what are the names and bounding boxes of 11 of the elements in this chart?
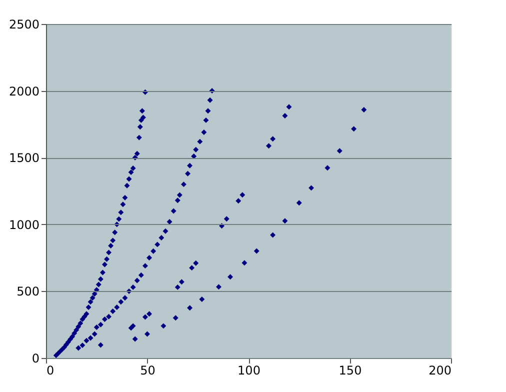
y-tick-label: 1000 <box>8 218 40 232</box>
x-tick-label: 50 <box>140 364 156 378</box>
y-tick-label: 1500 <box>8 151 40 166</box>
y-tick-label: 500 <box>16 284 40 299</box>
y-tick-label: 0 <box>32 352 40 366</box>
y-tick-label: 2000 <box>8 84 40 98</box>
x-tick-label: 150 <box>338 364 362 378</box>
y-tick-label: 2500 <box>8 18 40 32</box>
x-tick-label: 0 <box>46 364 54 378</box>
x-tick-label: 100 <box>238 364 260 378</box>
x-tick-label: 200 <box>428 364 452 378</box>
